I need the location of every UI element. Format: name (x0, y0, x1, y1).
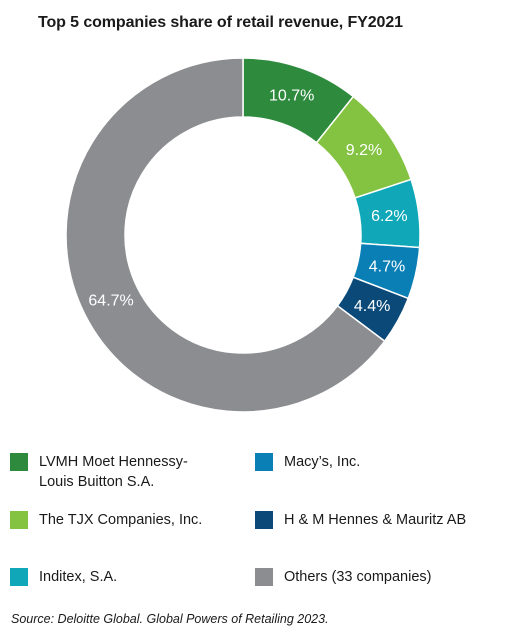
legend-swatch-inditex (10, 568, 28, 586)
legend-label-tjx: The TJX Companies, Inc. (39, 512, 203, 528)
donut-slice (65, 57, 386, 413)
slice-data-label: 10.7% (269, 87, 314, 104)
slice-data-label: 64.7% (88, 292, 133, 309)
legend-label-hm: H & M Hennes & Mauritz AB (284, 512, 467, 528)
source-note: Source: Deloitte Global. Global Powers o… (11, 612, 329, 626)
legend-label-lvmh: LVMH Moet Hennessy- Louis Buitton S.A. (39, 454, 188, 490)
legend-swatch-hm (255, 511, 273, 529)
legend-swatch-tjx (10, 511, 28, 529)
legend-swatch-macys (255, 453, 273, 471)
slice-data-label: 4.7% (369, 258, 405, 275)
donut-chart: 10.7% 9.2% 6.2% 4.7% 4.4% 64.7% (65, 57, 421, 413)
slice-data-label: 4.4% (354, 298, 390, 315)
legend-label-inditex: Inditex, S.A. (39, 569, 118, 585)
slice-data-label: 9.2% (346, 142, 382, 159)
legend-item-macys: Macy’s, Inc. (255, 452, 360, 472)
chart-title: Top 5 companies share of retail revenue,… (38, 14, 403, 31)
legend-label-macys: Macy’s, Inc. (284, 454, 361, 470)
legend-item-inditex: Inditex, S.A. (10, 567, 117, 587)
legend-label-others: Others (33 companies) (284, 569, 432, 585)
legend-swatch-lvmh (10, 453, 28, 471)
legend-item-lvmh: LVMH Moet Hennessy- Louis Buitton S.A. (10, 452, 188, 492)
legend-swatch-others (255, 568, 273, 586)
legend-item-hm: H & M Hennes & Mauritz AB (255, 510, 466, 530)
legend-item-tjx: The TJX Companies, Inc. (10, 510, 202, 530)
legend-item-others: Others (33 companies) (255, 567, 431, 587)
slice-data-label: 6.2% (371, 208, 407, 225)
